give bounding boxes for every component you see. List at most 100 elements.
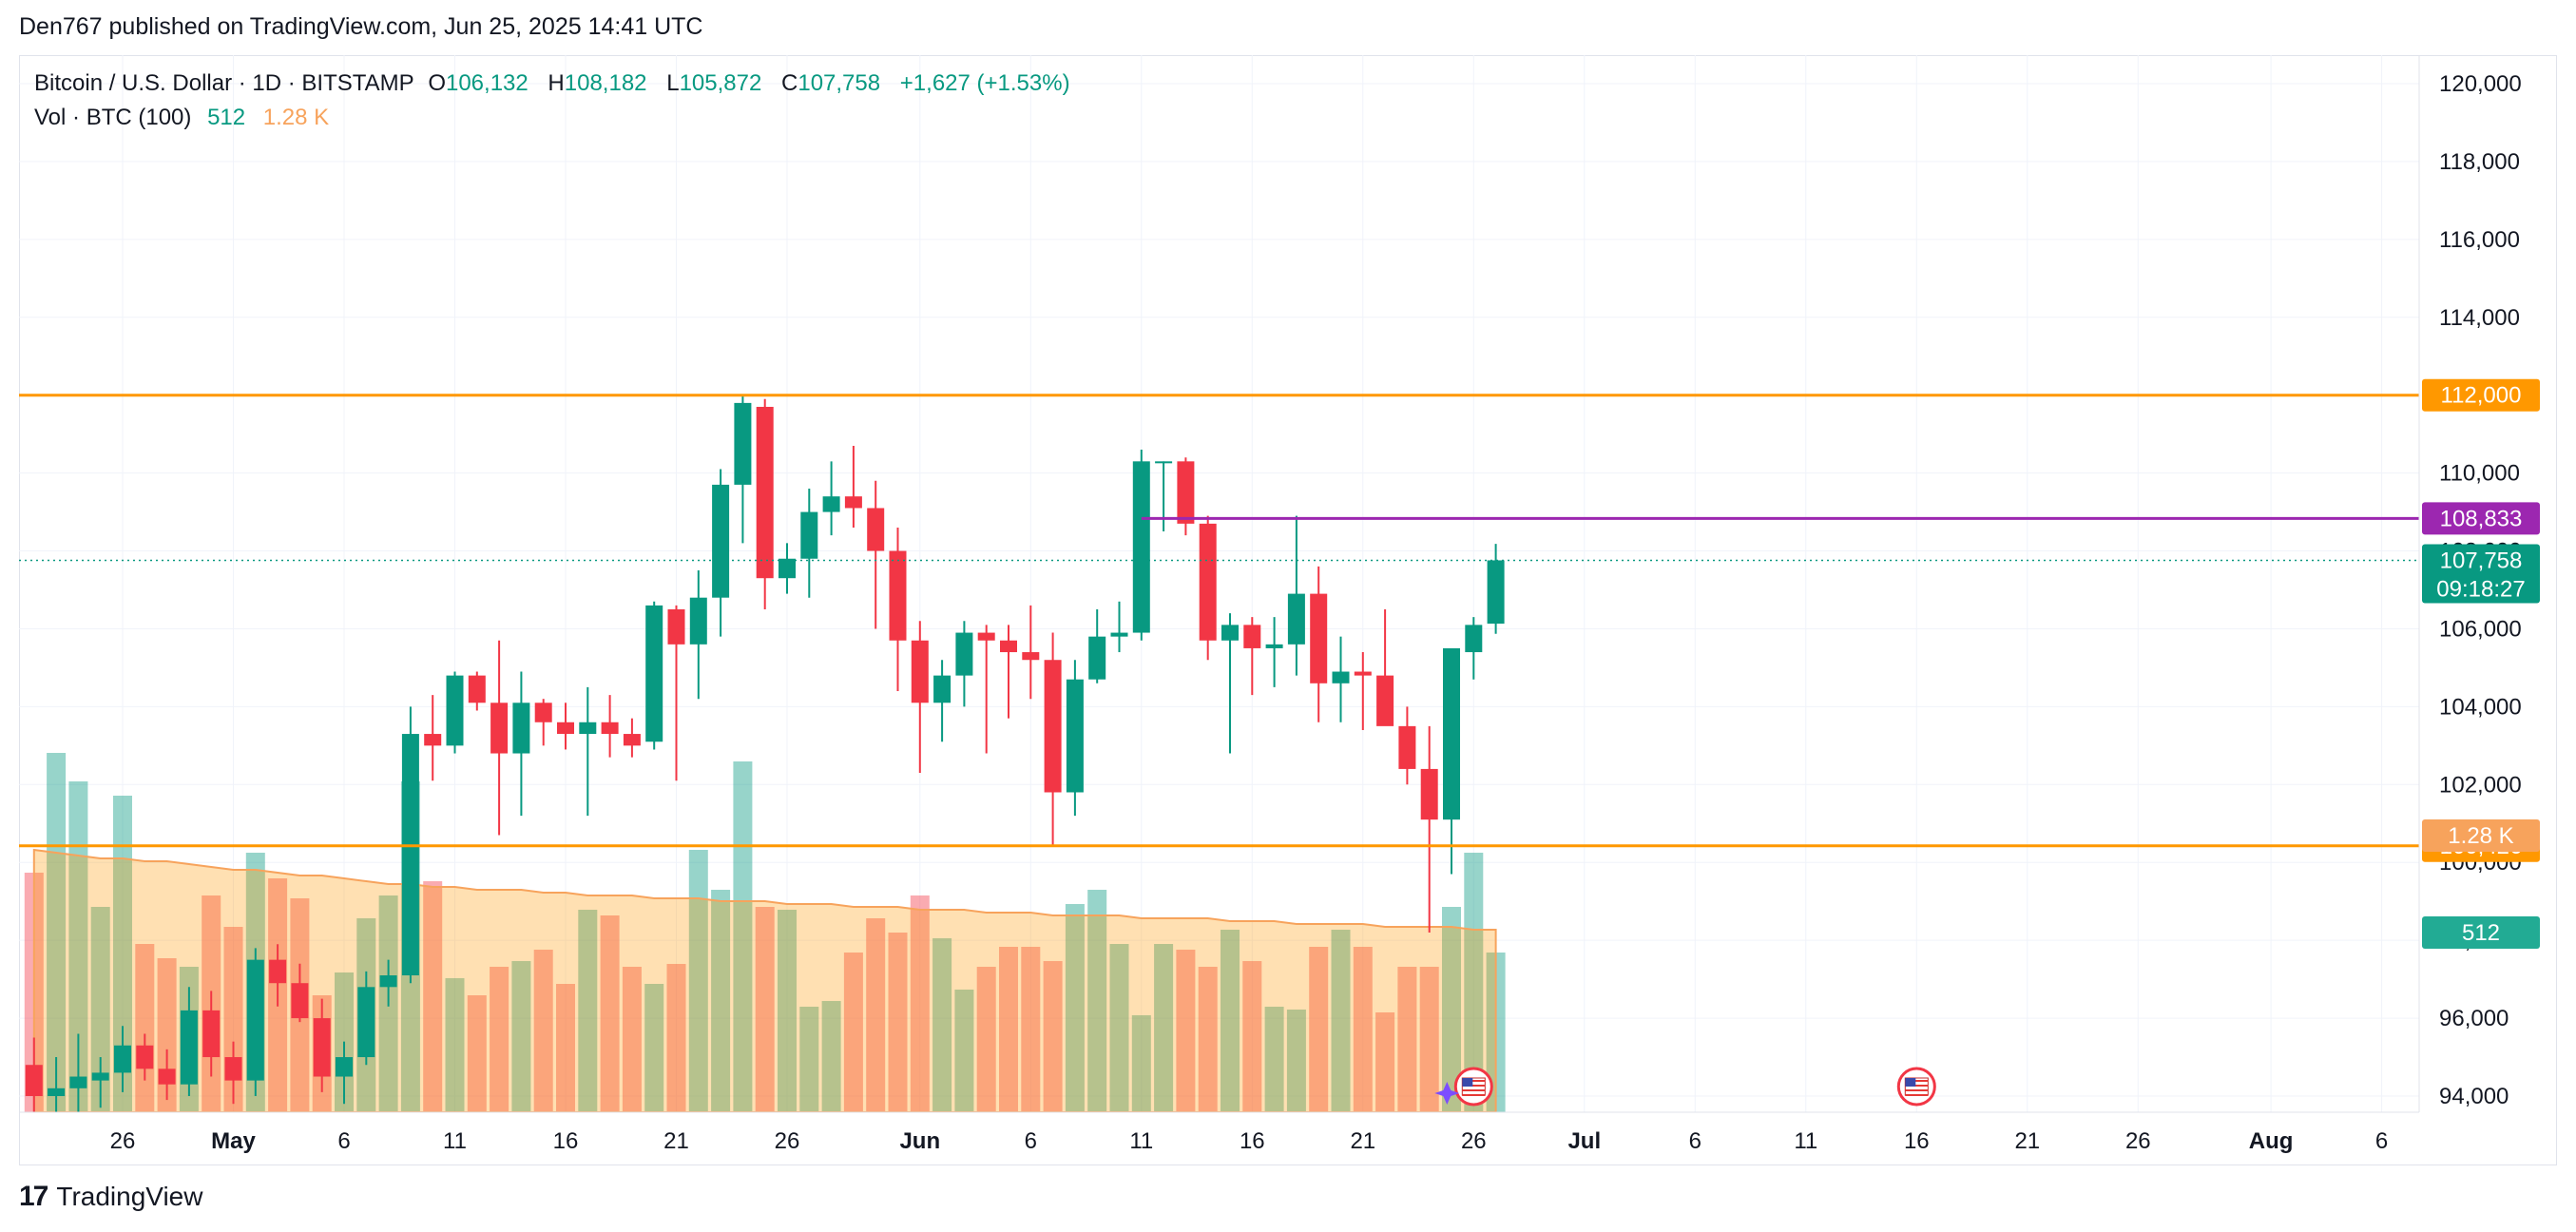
plot-area <box>24 395 1506 1112</box>
candle-body <box>202 1010 221 1058</box>
volume-bar <box>423 881 443 1112</box>
x-tick-label: 16 <box>1240 1128 1265 1154</box>
legend-volume-value: 512 <box>207 105 246 130</box>
volume-bar <box>490 967 509 1112</box>
last-price-badge-countdown: 09:18:27 <box>2436 576 2525 602</box>
volume-bars <box>24 753 1506 1112</box>
legend-open: 106,132 <box>445 70 529 96</box>
candle-body <box>114 1045 131 1073</box>
candle-body <box>1022 652 1040 661</box>
last-price-badge-bg <box>2422 544 2540 604</box>
candle-body <box>25 1065 43 1096</box>
volume-bar <box>755 907 775 1112</box>
price-badge-local-high: 108,833 <box>2422 502 2540 535</box>
y-tick-label: 114,000 <box>2439 305 2520 331</box>
sparkle-icon <box>1434 1082 1460 1105</box>
legend-price-row: Bitcoin / U.S. Dollar · 1D · BITSTAMP O1… <box>34 67 1070 101</box>
volume-bar <box>1154 944 1174 1112</box>
legend-volume-label[interactable]: Vol · BTC (100) <box>34 105 192 130</box>
volume-bar <box>666 964 686 1112</box>
legend-volume-row: Vol · BTC (100) 512 1.28 K <box>34 101 1070 135</box>
candle-body <box>712 484 730 598</box>
volume-bar <box>1242 961 1262 1112</box>
x-tick-label: 21 <box>2014 1128 2040 1154</box>
candle-body <box>401 734 419 976</box>
y-tick-label: 120,000 <box>2439 71 2522 97</box>
candle-body <box>1000 640 1017 653</box>
volume-bar <box>1286 1010 1306 1112</box>
candle-body <box>158 1068 176 1085</box>
candle-body <box>1487 560 1505 625</box>
volume-bar <box>976 967 996 1112</box>
candle-body <box>601 722 619 735</box>
candles <box>25 395 1505 1112</box>
legend-close: 107,758 <box>798 70 881 96</box>
volume-bar <box>467 995 487 1112</box>
volume-bar <box>135 944 155 1112</box>
candle-body <box>1310 593 1328 683</box>
candle-body <box>357 987 375 1058</box>
x-tick-label: 16 <box>1904 1128 1930 1154</box>
last-price-badge: 107,758 09:18:27 <box>2422 544 2540 604</box>
volume-bar <box>578 910 598 1112</box>
legend-high: 108,182 <box>564 70 647 96</box>
candle-body <box>48 1088 66 1096</box>
volume-bar <box>445 978 465 1112</box>
volume-bar <box>113 796 132 1112</box>
volume-ma-badge-bg <box>2422 819 2540 852</box>
volume-bar <box>1109 944 1129 1112</box>
candle-body <box>490 703 509 754</box>
candle-body <box>512 703 530 754</box>
volume-badge: 512 <box>2422 916 2540 949</box>
volume-bar <box>1464 853 1484 1112</box>
volume-bar <box>556 984 575 1112</box>
volume-bar <box>821 1001 841 1112</box>
volume-bar <box>688 850 708 1112</box>
volume-badge-label: 512 <box>2462 920 2500 946</box>
candle-body <box>689 597 707 645</box>
candle-body <box>867 508 885 551</box>
x-tick-label: 11 <box>1129 1128 1153 1154</box>
volume-bar <box>533 950 553 1112</box>
candle-body <box>911 640 929 703</box>
candle-body <box>889 550 907 641</box>
footer-branding[interactable]: 17 TradingView <box>19 1181 202 1213</box>
volume-bar <box>1397 967 1417 1112</box>
candle-body <box>645 605 663 742</box>
volume-bar <box>1198 967 1218 1112</box>
volume-bar <box>866 918 886 1112</box>
y-tick-label: 102,000 <box>2439 772 2522 798</box>
y-tick-label: 110,000 <box>2439 461 2520 487</box>
volume-bar <box>1131 1015 1151 1112</box>
volume-bar <box>90 907 110 1112</box>
volume-bar <box>1043 961 1063 1112</box>
y-tick-label: 94,000 <box>2439 1084 2509 1109</box>
candle-body <box>1265 644 1283 648</box>
volume-bar <box>600 915 620 1112</box>
price-chart[interactable]: 94,00096,00098,000100,000102,000104,0001… <box>0 0 2576 1179</box>
legend-close-label: C <box>781 70 798 96</box>
legend-low-label: L <box>666 70 680 96</box>
volume-bar <box>47 753 67 1112</box>
candle-body <box>180 1010 198 1085</box>
candle-body <box>800 511 818 559</box>
volume-bar <box>1087 890 1107 1112</box>
candle-body <box>224 1057 242 1081</box>
candle-body <box>955 632 973 676</box>
volume-bar <box>733 761 753 1112</box>
volume-badge-bg <box>2422 916 2540 949</box>
price-badge-local-high-label: 108,833 <box>2440 506 2523 531</box>
candle-body <box>822 496 840 512</box>
y-tick-label: 96,000 <box>2439 1006 2509 1031</box>
volume-bar <box>622 967 642 1112</box>
volume-bar <box>1021 947 1041 1112</box>
candle-body <box>534 703 552 722</box>
candle-body <box>379 975 397 988</box>
volume-bar <box>1309 947 1329 1112</box>
candle-body <box>1155 461 1173 464</box>
legend-symbol[interactable]: Bitcoin / U.S. Dollar · 1D · BITSTAMP <box>34 70 414 96</box>
candle-body <box>1243 625 1261 648</box>
chart-legend: Bitcoin / U.S. Dollar · 1D · BITSTAMP O1… <box>34 67 1070 135</box>
volume-bar <box>778 910 797 1112</box>
candle-body <box>1110 632 1128 637</box>
